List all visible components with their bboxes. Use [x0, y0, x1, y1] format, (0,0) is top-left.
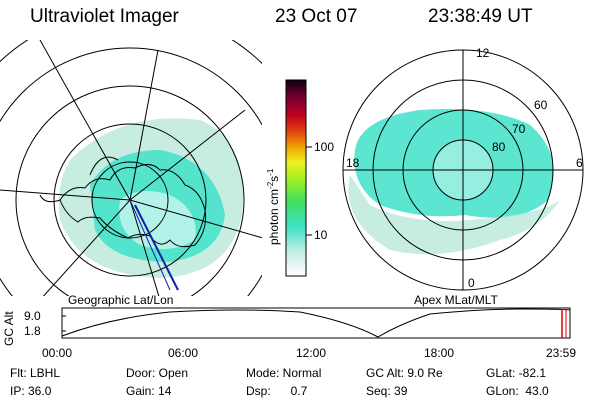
- orbit-track: [134, 204, 179, 291]
- mlt-label-18: 18: [346, 156, 360, 170]
- time-tick-0000: 00:00: [42, 346, 73, 360]
- apex-polar-plot: [342, 49, 584, 291]
- glat-info: GLat: -82.1: [486, 366, 547, 380]
- mlat-label-60: 60: [534, 98, 548, 112]
- mlat-label-80: 80: [492, 140, 506, 154]
- geographic-map: [0, 40, 262, 296]
- coastline: [59, 164, 206, 248]
- dsp-info: Dsp: 0.7: [246, 384, 308, 398]
- altitude-ytick-1-8: 1.8: [24, 324, 41, 338]
- time-tick-1800: 18:00: [424, 346, 455, 360]
- ip-info: IP: 36.0: [10, 384, 52, 398]
- colorbar-tick-10: 10: [314, 228, 328, 242]
- time-tick-1200: 12:00: [296, 346, 327, 360]
- glon-info: GLon: 43.0: [486, 384, 549, 398]
- altitude-ytick-9: 9.0: [24, 309, 41, 323]
- gc-alt-info: GC Alt: 9.0 Re: [366, 366, 443, 380]
- imager-title: Ultraviolet Imager: [30, 6, 179, 27]
- mlt-label-0: 0: [468, 276, 475, 290]
- altitude-ylabel: GC Alt: [2, 311, 16, 346]
- door-info: Door: Open: [126, 366, 189, 380]
- time-tick-0600: 06:00: [168, 346, 199, 360]
- colorbar: [285, 79, 312, 277]
- aurora-oval-apex: [354, 109, 554, 218]
- gain-info: Gain: 14: [126, 384, 172, 398]
- filter-info: Flt: LBHL: [10, 366, 61, 380]
- apex-caption: Apex MLat/MLT: [414, 293, 498, 307]
- geographic-caption: Geographic Lat/Lon: [68, 293, 174, 307]
- mlt-label-6: 6: [576, 156, 583, 170]
- date-label: 23 Oct 07: [275, 6, 358, 27]
- altitude-plot: [61, 307, 571, 339]
- mlat-label-70: 70: [512, 122, 526, 136]
- altitude-curve: [61, 308, 571, 338]
- colorbar-tick-100: 100: [314, 140, 335, 154]
- time-tick-2359: 23:59: [546, 346, 577, 360]
- colorbar-unit-label: photon cm-2s-1: [266, 168, 281, 245]
- mlt-label-12: 12: [476, 46, 490, 60]
- mode-info: Mode: Normal: [246, 366, 322, 380]
- seq-info: Seq: 39: [366, 384, 408, 398]
- time-label: 23:38:49 UT: [428, 6, 533, 27]
